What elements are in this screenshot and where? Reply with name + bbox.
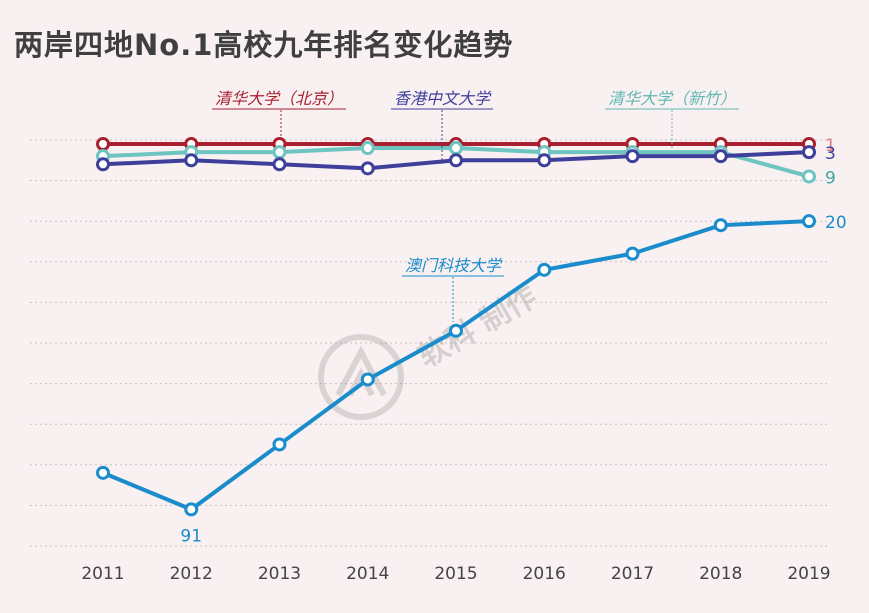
x-axis: 2011 2012 2013 2014 2015 2016 2017 2018 2019 (81, 564, 830, 584)
end-value-label: 9 (825, 168, 836, 188)
x-tick-label: 2016 (523, 564, 566, 584)
data-point (272, 145, 287, 160)
data-point (625, 246, 640, 261)
data-point (537, 262, 552, 277)
x-tick-label: 2018 (699, 564, 742, 584)
x-tick-label: 2017 (611, 564, 654, 584)
data-point (96, 465, 110, 480)
series-name-callout: 清华大学（新竹） (605, 89, 739, 148)
data-point (713, 149, 728, 164)
x-tick-label: 2013 (258, 564, 301, 584)
data-point (360, 161, 375, 176)
point-value-label: 91 (180, 526, 202, 546)
watermark-logo-icon (318, 334, 404, 420)
data-point (360, 372, 375, 387)
series-name-label: 清华大学（新竹） (608, 89, 736, 108)
end-value-label: 3 (825, 144, 836, 164)
data-point (96, 157, 110, 172)
series-name-label: 澳门科技大学 (405, 256, 503, 275)
grid-lines (30, 139, 829, 547)
series-1 (96, 145, 816, 176)
data-point (96, 137, 110, 151)
data-point (802, 214, 816, 229)
watermark-text: 软科 制作 (413, 279, 543, 375)
data-point (449, 153, 463, 168)
watermark: 软科 制作 (318, 279, 543, 420)
data-point (449, 141, 463, 156)
data-point (802, 145, 816, 160)
data-point (184, 153, 199, 168)
series-name-callout: 澳门科技大学 (402, 256, 504, 322)
series-name-label: 香港中文大学 (394, 89, 492, 108)
end-value-label: 1 (825, 136, 836, 156)
series-group (96, 137, 816, 517)
data-point (713, 218, 728, 233)
data-point (625, 149, 640, 164)
series-3 (96, 214, 816, 517)
x-tick-label: 2014 (346, 564, 389, 584)
data-point (537, 153, 552, 168)
x-tick-label: 2012 (170, 564, 213, 584)
data-point (449, 323, 463, 338)
data-point (184, 502, 199, 517)
series-name-label: 清华大学（北京） (215, 89, 343, 108)
series-name-callout: 香港中文大学 (391, 89, 493, 164)
data-point (272, 437, 287, 452)
data-point (272, 157, 287, 172)
data-point (360, 141, 375, 156)
end-value-label: 20 (825, 213, 847, 233)
chart-title: 两岸四地No.1高校九年排名变化趋势 (14, 28, 514, 62)
x-tick-label: 2015 (434, 564, 477, 584)
series-name-callout: 清华大学（北京） (212, 89, 346, 140)
x-tick-label: 2011 (81, 564, 124, 584)
data-point (802, 169, 816, 184)
x-tick-label: 2019 (787, 564, 830, 584)
series-labels: 13 9 20 91 清华大学（北京） 香港中文大学 清华大学（新竹） 澳门科技大学 (180, 89, 846, 546)
